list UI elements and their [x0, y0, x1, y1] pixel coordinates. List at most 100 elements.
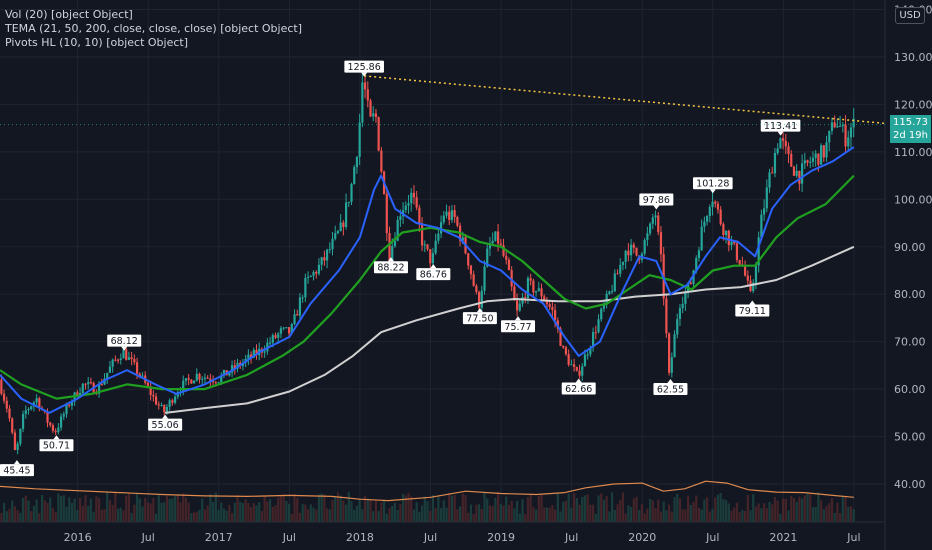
volume-bar: [814, 507, 817, 522]
candle-body: [233, 365, 236, 369]
volume-bar: [776, 500, 779, 522]
x-tick-label: 2018: [346, 531, 374, 544]
volume-bar: [445, 507, 448, 522]
candle-body: [325, 249, 329, 261]
volume-bar: [564, 500, 568, 522]
candle-body: [567, 354, 570, 365]
volume-bar: [678, 498, 682, 522]
candle-body: [119, 358, 122, 360]
candle-body: [830, 122, 834, 131]
volume-bar: [233, 502, 236, 522]
candle-body: [423, 244, 426, 246]
volume-bar: [496, 492, 500, 522]
volume-bar: [806, 492, 809, 522]
x-tick-label: Jul: [282, 531, 296, 544]
candle-body: [214, 382, 217, 384]
candle-body: [844, 124, 847, 147]
candle-body: [420, 224, 424, 246]
candle-body: [491, 240, 494, 244]
candle-body: [689, 282, 692, 284]
volume-bar: [719, 492, 722, 522]
volume-bar: [133, 504, 136, 522]
candle-body: [339, 222, 342, 232]
volume-bar: [507, 504, 511, 522]
candle-body: [676, 319, 679, 335]
volume-bar: [453, 494, 456, 522]
volume-bar: [13, 506, 17, 522]
candle-body: [847, 137, 850, 147]
candle-body: [836, 126, 839, 128]
candle-body: [733, 241, 736, 244]
candle-body: [201, 378, 204, 380]
volume-bar: [556, 492, 559, 522]
pivot-box: [148, 418, 183, 431]
volume-bar: [366, 498, 369, 522]
candle-body: [30, 406, 33, 410]
volume-bar: [57, 493, 60, 522]
pivot-high: 68.12: [107, 334, 142, 351]
candle-body: [298, 297, 302, 316]
volume-bar: [65, 506, 68, 522]
legend-volume[interactable]: Vol (20) [object Object]: [5, 8, 133, 21]
candle-body: [70, 401, 74, 406]
x-tick-label: 2021: [769, 531, 797, 544]
candle-body: [317, 264, 321, 274]
volume-bar: [116, 508, 120, 522]
volume-bar: [757, 503, 760, 522]
volume-bar: [532, 506, 535, 522]
candle-body: [380, 150, 383, 172]
volume-bar: [320, 493, 323, 522]
volume-bar: [657, 499, 660, 522]
x-tick-label: Jul: [423, 531, 437, 544]
volume-bar: [211, 502, 215, 522]
volume-bar: [624, 513, 627, 522]
volume-bar: [260, 511, 264, 522]
volume-bar: [285, 500, 288, 522]
volume-bar: [667, 504, 671, 522]
x-tick-label: Jul: [564, 531, 578, 544]
volume-bar: [43, 500, 46, 522]
candle-body: [545, 300, 549, 305]
candle-body: [727, 230, 730, 246]
legend-tema[interactable]: TEMA (21, 50, 200, close, close, close) …: [5, 22, 303, 35]
volume-bar: [822, 509, 825, 522]
candle-body: [279, 328, 283, 334]
candle-body: [429, 249, 432, 264]
candle-body: [363, 82, 367, 90]
candle-body: [678, 308, 682, 320]
pivot-low: 75.77: [501, 316, 536, 333]
pivot-box: [501, 320, 536, 333]
candle-body: [268, 342, 272, 344]
volume-bar: [754, 506, 758, 522]
pivot-box: [344, 60, 384, 73]
candle-body: [597, 319, 600, 333]
candle-body: [589, 347, 592, 355]
candle-body: [760, 214, 763, 238]
candle-body: [217, 382, 220, 384]
volume-bar: [336, 492, 340, 522]
volume-bar: [763, 503, 766, 522]
volume-bar: [450, 495, 454, 522]
volume-bar: [70, 502, 74, 522]
currency-button[interactable]: USD: [895, 7, 925, 24]
candle-body: [190, 379, 193, 384]
candle-body: [141, 375, 144, 377]
volume-bar: [309, 504, 312, 522]
volume-bar: [483, 492, 486, 522]
candle-body: [608, 291, 611, 294]
volume-bar: [40, 495, 44, 522]
volume-bar: [616, 504, 619, 522]
volume-bar: [412, 509, 416, 522]
candle-body: [505, 255, 508, 260]
candle-body: [719, 209, 722, 225]
candle-body: [583, 354, 587, 367]
candle-body: [665, 298, 668, 334]
x-tick-label: Jul: [141, 531, 155, 544]
legend-pivots[interactable]: Pivots HL (10, 10) [object Object]: [5, 36, 188, 49]
candle-body: [795, 170, 798, 176]
volume-bar: [461, 493, 464, 522]
volume-bar: [703, 499, 706, 522]
